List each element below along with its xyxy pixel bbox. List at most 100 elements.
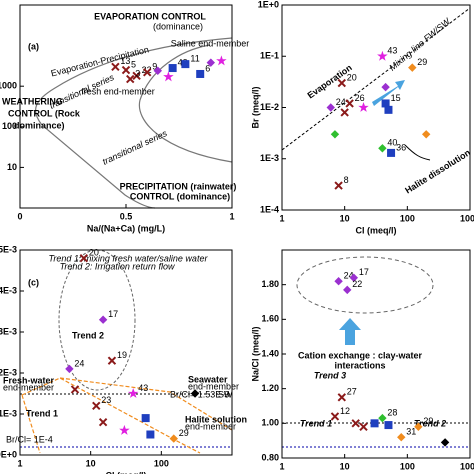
x-tick-label: 1 bbox=[279, 213, 284, 223]
point bbox=[190, 389, 200, 398]
y-tick-label: 10 bbox=[7, 162, 17, 172]
point bbox=[216, 55, 227, 66]
y-tick-label: 1E-3 bbox=[260, 153, 279, 163]
point-label: 29 bbox=[417, 57, 427, 67]
x-tick-label: 10 bbox=[86, 458, 96, 468]
y-tick-label: 1.00 bbox=[261, 418, 279, 428]
y-tick-label: 3E-3 bbox=[0, 326, 17, 336]
annotation: CONTROL (dominance) bbox=[130, 191, 230, 201]
annotation: SW bbox=[218, 389, 233, 399]
annotation: (dominance) bbox=[153, 21, 203, 31]
point-label: 8 bbox=[344, 175, 349, 185]
plot-frame bbox=[19, 249, 233, 456]
point-label: 22 bbox=[142, 65, 152, 75]
x-tick-label: 1 bbox=[279, 461, 284, 471]
point bbox=[377, 50, 388, 61]
point-label: 40 bbox=[387, 138, 397, 148]
point-label: 9 bbox=[152, 62, 157, 72]
point-label: 11 bbox=[190, 53, 199, 63]
annotation: Halite solution bbox=[185, 414, 247, 424]
trend-ellipse bbox=[296, 256, 434, 314]
point bbox=[181, 60, 190, 69]
panel-label: (a) bbox=[28, 41, 39, 51]
arrow bbox=[404, 144, 431, 161]
y-axis-label: Br (meq/l) bbox=[250, 86, 260, 128]
point-label: 24 bbox=[336, 97, 346, 107]
point-label: 24 bbox=[344, 271, 354, 281]
point bbox=[70, 385, 80, 394]
y-tick-label: 2E-3 bbox=[0, 367, 17, 377]
point bbox=[408, 63, 417, 72]
x-tick-label: 0.5 bbox=[120, 211, 133, 221]
point bbox=[337, 78, 347, 88]
point-label: 20 bbox=[347, 72, 357, 82]
x-tick-label: 100 bbox=[400, 461, 415, 471]
annotation: end-member bbox=[3, 382, 54, 392]
point-label: 17 bbox=[359, 267, 369, 277]
point-label: 5 bbox=[131, 59, 136, 69]
point bbox=[345, 99, 354, 108]
point-label: 27 bbox=[347, 387, 357, 397]
y-tick-label: 1E-1 bbox=[260, 51, 279, 61]
point-label: 36 bbox=[396, 142, 406, 152]
point bbox=[351, 419, 360, 428]
x-tick-label: 10 bbox=[340, 461, 350, 471]
point bbox=[121, 65, 131, 75]
point bbox=[107, 356, 117, 365]
annotation: fresh end-member bbox=[81, 86, 155, 96]
annotation: CONTROL (Rock bbox=[8, 108, 81, 118]
point-label: 3 bbox=[135, 68, 140, 78]
annotation: Saline end-member bbox=[171, 38, 250, 48]
x-tick-label: 1 bbox=[17, 458, 22, 468]
y-tick-label: 1E-2 bbox=[260, 102, 279, 112]
point bbox=[126, 74, 135, 84]
annotation: Br/Cl= 1E-4 bbox=[6, 434, 53, 444]
point bbox=[397, 432, 406, 442]
point-label: 43 bbox=[387, 46, 397, 56]
mixing-line bbox=[281, 7, 471, 151]
point-label: 6 bbox=[205, 63, 210, 73]
point bbox=[378, 413, 387, 423]
annotation: Trend 2 bbox=[414, 418, 446, 428]
point bbox=[92, 401, 101, 411]
y-tick-label: 1E-4 bbox=[260, 204, 279, 214]
y-tick-label: 1.80 bbox=[261, 279, 279, 289]
point-label: 17 bbox=[108, 309, 118, 319]
annotation: Seawater bbox=[188, 374, 228, 384]
y-tick-label: 4E-3 bbox=[0, 285, 17, 295]
point bbox=[119, 424, 130, 435]
annotation: Trend 3 bbox=[314, 370, 346, 380]
annotation: PRECIPITATION (rainwater) bbox=[120, 181, 237, 191]
annotation: WEATHERING bbox=[2, 96, 63, 106]
point bbox=[163, 71, 174, 82]
point-label: 31 bbox=[406, 427, 416, 437]
annotation: Trend 2 bbox=[72, 330, 104, 340]
annotation: Trend 2: Irrigation return flow bbox=[60, 261, 175, 271]
arrow bbox=[339, 318, 361, 345]
x-tick-label: 100 bbox=[154, 458, 169, 468]
point bbox=[343, 285, 352, 295]
point bbox=[359, 422, 368, 432]
x-axis-label: Na/(Na+Ca) (mg/L) bbox=[87, 223, 165, 233]
point bbox=[132, 71, 141, 81]
point bbox=[326, 103, 335, 112]
point-label: 24 bbox=[74, 358, 84, 368]
annotation: end-member bbox=[188, 381, 239, 391]
boundary-curve bbox=[34, 37, 233, 209]
point-label: 13 bbox=[120, 56, 130, 66]
point-label: 43 bbox=[138, 383, 148, 393]
point-label: 20 bbox=[89, 248, 99, 258]
point bbox=[384, 105, 393, 114]
x-tick-label: 1 bbox=[229, 211, 234, 221]
annotation: Fresh-water bbox=[3, 375, 55, 385]
point bbox=[127, 387, 139, 398]
point-label: 29 bbox=[423, 416, 433, 426]
point bbox=[168, 64, 177, 73]
x-axis-label: Cl (meq/l) bbox=[355, 225, 396, 235]
point bbox=[337, 393, 347, 402]
annotation: Trend 1: mixing fresh water/saline water bbox=[49, 253, 209, 263]
x-tick-label: 100 bbox=[400, 213, 415, 223]
